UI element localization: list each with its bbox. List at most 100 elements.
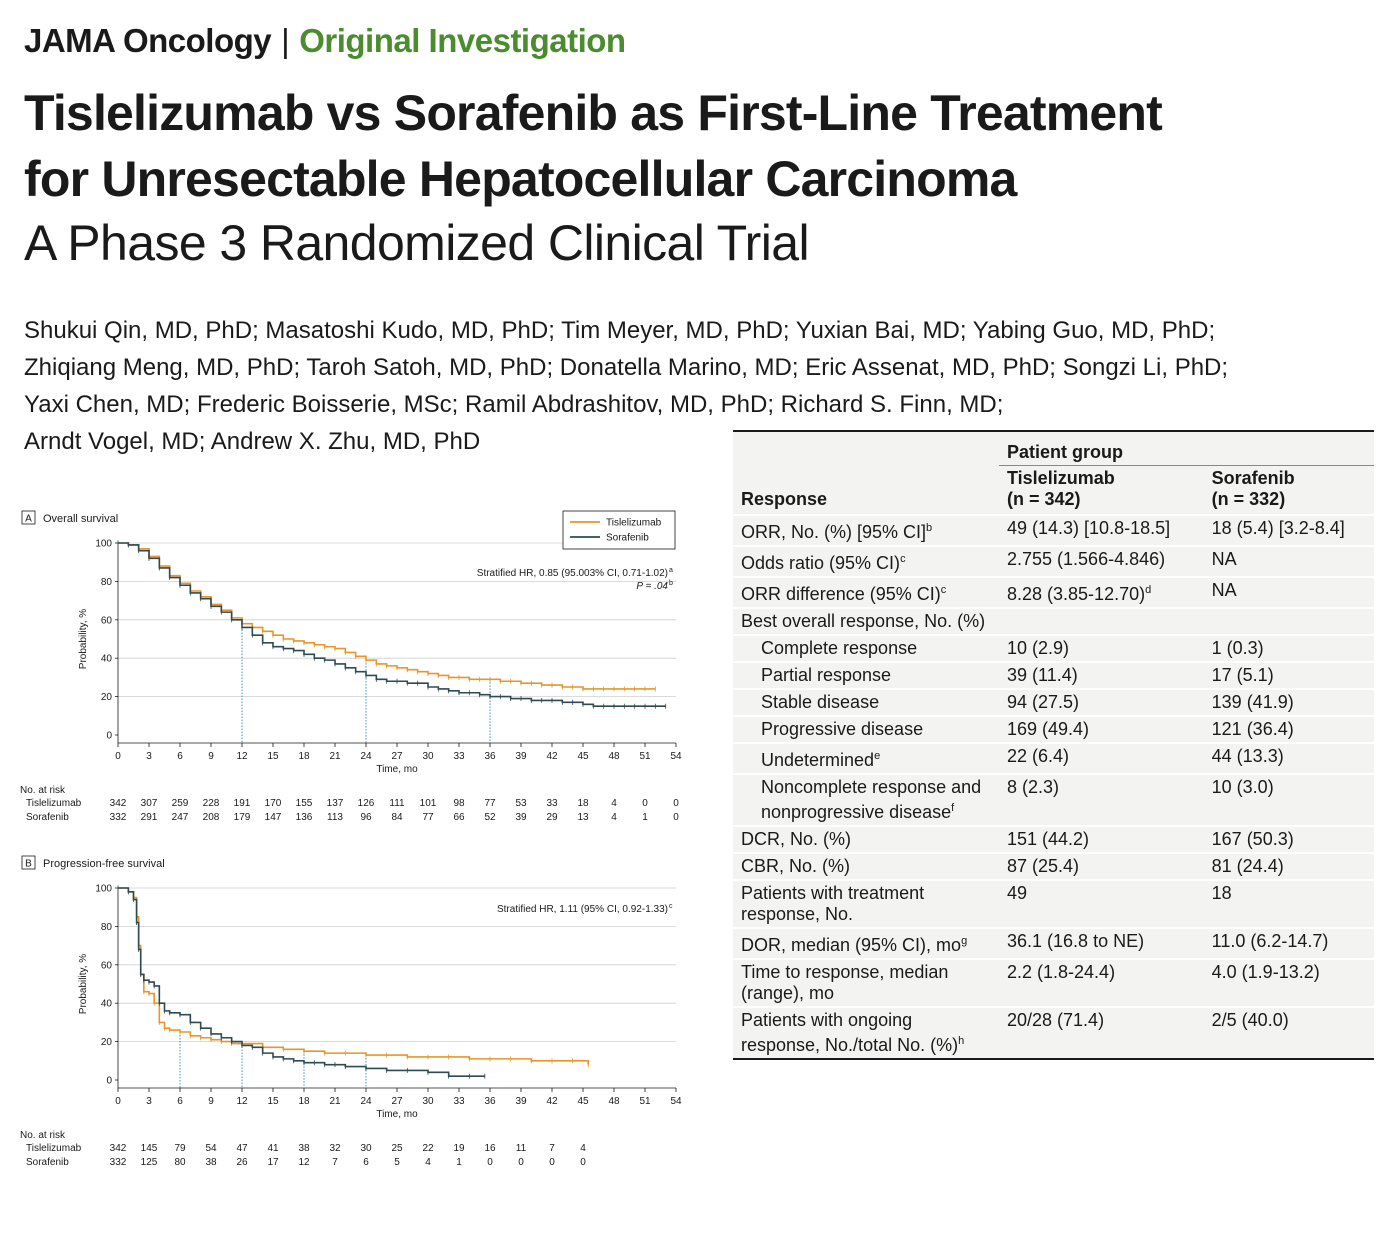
risk-count: 0 (642, 798, 648, 809)
risk-count: 98 (453, 798, 465, 809)
row-label-text: ORR, No. (%) [95% CI] (741, 522, 927, 542)
table-row: Partial response 39 (11.4) 17 (5.1) (733, 661, 1374, 689)
risk-count: 0 (518, 1157, 524, 1168)
y-tick-label: 0 (106, 731, 112, 742)
y-tick-label: 80 (101, 577, 113, 588)
sor-header-n: (n = 332) (1211, 489, 1286, 509)
risk-count: 145 (141, 1143, 158, 1154)
risk-count: 4 (611, 798, 617, 809)
row-label-text: ORR difference (95% CI) (741, 584, 941, 604)
progression-free-survival-chart: B Progression-free survival 0 20 40 60 80 100 0 3… (0, 850, 700, 1180)
risk-table-row-label: Tislelizumab (26, 798, 82, 809)
x-tick-label: 51 (639, 1096, 651, 1107)
row-label: Stable disease (733, 688, 999, 716)
legend-label: Sorafenib (606, 533, 649, 544)
risk-count: 0 (673, 812, 679, 823)
risk-count: 228 (203, 798, 220, 809)
risk-count: 332 (110, 812, 127, 823)
response-column-header: Response (733, 466, 999, 516)
table-row: DOR, median (95% CI), mog 36.1 (16.8 to N… (733, 927, 1374, 959)
tislelizumab-value: 20/28 (71.4) (999, 1006, 1204, 1058)
tislelizumab-value: 36.1 (16.8 to NE) (999, 927, 1204, 959)
tislelizumab-value-text: 20/28 (71.4) (1007, 1010, 1105, 1030)
risk-count: 66 (453, 812, 465, 823)
risk-count: 136 (296, 812, 313, 823)
tislelizumab-value-text: 8.28 (3.85-12.70) (1007, 584, 1146, 604)
footnote-marker: e (874, 750, 881, 762)
table-body: ORR, No. (%) [95% CI]b 49 (14.3) [10.8-18… (733, 514, 1374, 1058)
sorafenib-value-text: 10 (3.0) (1211, 777, 1274, 797)
sorafenib-value: NA (1203, 576, 1374, 608)
y-tick-label: 20 (101, 692, 113, 703)
sorafenib-value-text: 81 (24.4) (1211, 856, 1284, 876)
y-tick-label: 100 (95, 884, 112, 895)
row-label-text: CBR, No. (%) (741, 856, 851, 876)
footnote-marker: g (961, 935, 968, 947)
tislelizumab-value: 10 (2.9) (999, 634, 1204, 662)
tislelizumab-value: 151 (44.2) (999, 825, 1204, 853)
tislelizumab-value-text: 87 (25.4) (1007, 856, 1080, 876)
row-label-text: Time to response, median (range), mo (741, 962, 949, 1003)
risk-count: 7 (332, 1157, 338, 1168)
sorafenib-value: 4.0 (1.9-13.2) (1203, 958, 1374, 1007)
row-label-text: Complete response (761, 638, 918, 658)
y-tick-label: 60 (101, 960, 113, 971)
risk-count: 18 (577, 798, 589, 809)
x-tick-label: 9 (208, 1096, 214, 1107)
sorafenib-value: 2/5 (40.0) (1203, 1006, 1374, 1058)
risk-table-label: No. at risk (20, 785, 66, 796)
sorafenib-value-text: 11.0 (6.2-14.7) (1211, 931, 1329, 951)
table-row: Patients with treatment response, No. 49 1… (733, 879, 1374, 928)
risk-count: 247 (172, 812, 189, 823)
x-tick-label: 48 (608, 1096, 620, 1107)
sorafenib-value-text: 2/5 (40.0) (1211, 1010, 1289, 1030)
x-tick-label: 30 (422, 751, 434, 762)
section-label: Original Investigation (299, 22, 626, 59)
x-tick-label: 6 (177, 1096, 183, 1107)
x-tick-label: 15 (267, 751, 279, 762)
x-tick-label: 42 (546, 1096, 558, 1107)
risk-count: 38 (205, 1157, 217, 1168)
row-label-text: Best overall response, No. (%) (741, 611, 986, 631)
article-title: Tislelizumab vs Sorafenib as First-Line … (24, 80, 1163, 212)
tislelizumab-value: 49 (14.3) [10.8-18.5] (999, 514, 1204, 546)
x-tick-label: 0 (115, 751, 121, 762)
risk-count: 111 (389, 798, 405, 809)
table-row: ORR, No. (%) [95% CI]b 49 (14.3) [10.8-18… (733, 514, 1374, 546)
row-label: ORR, No. (%) [95% CI]b (733, 514, 999, 546)
risk-count: 33 (546, 798, 558, 809)
x-axis-label: Time, mo (376, 1109, 418, 1120)
risk-count: 191 (234, 798, 251, 809)
risk-count: 137 (327, 798, 344, 809)
author-line: Zhiqiang Meng, MD, PhD; Taroh Satoh, MD,… (24, 354, 1229, 381)
x-axis-label: Time, mo (376, 764, 418, 775)
p-value-annotation: P = .04 (636, 581, 668, 592)
tislelizumab-value: 39 (11.4) (999, 661, 1204, 689)
hr-annotation-footnote: c (669, 903, 673, 910)
tislelizumab-value-text: 151 (44.2) (1007, 829, 1090, 849)
risk-count: 29 (546, 812, 558, 823)
risk-count: 7 (549, 1143, 555, 1154)
row-label: CBR, No. (%) (733, 852, 999, 880)
row-label-text: DCR, No. (%) (741, 829, 852, 849)
header-separator: | (281, 22, 290, 59)
risk-count: 4 (425, 1157, 431, 1168)
sor-header-label: Sorafenib (1211, 468, 1295, 488)
risk-count: 208 (203, 812, 220, 823)
x-tick-label: 39 (515, 1096, 527, 1107)
table-row: DCR, No. (%) 151 (44.2) 167 (50.3) (733, 825, 1374, 853)
risk-count: 77 (484, 798, 496, 809)
footnote-marker: d (1145, 584, 1152, 596)
risk-count: 113 (327, 812, 343, 823)
x-tick-label: 33 (453, 1096, 465, 1107)
risk-count: 179 (234, 812, 251, 823)
legend-label: Tislelizumab (606, 518, 662, 529)
footnote-marker: f (951, 802, 955, 814)
footnote-marker: h (958, 1035, 965, 1047)
x-tick-label: 3 (146, 751, 152, 762)
y-tick-label: 0 (106, 1076, 112, 1087)
risk-count: 291 (141, 812, 158, 823)
tis-header-label: Tislelizumab (1007, 468, 1115, 488)
risk-count: 41 (267, 1143, 279, 1154)
table-row: CBR, No. (%) 87 (25.4) 81 (24.4) (733, 852, 1374, 880)
